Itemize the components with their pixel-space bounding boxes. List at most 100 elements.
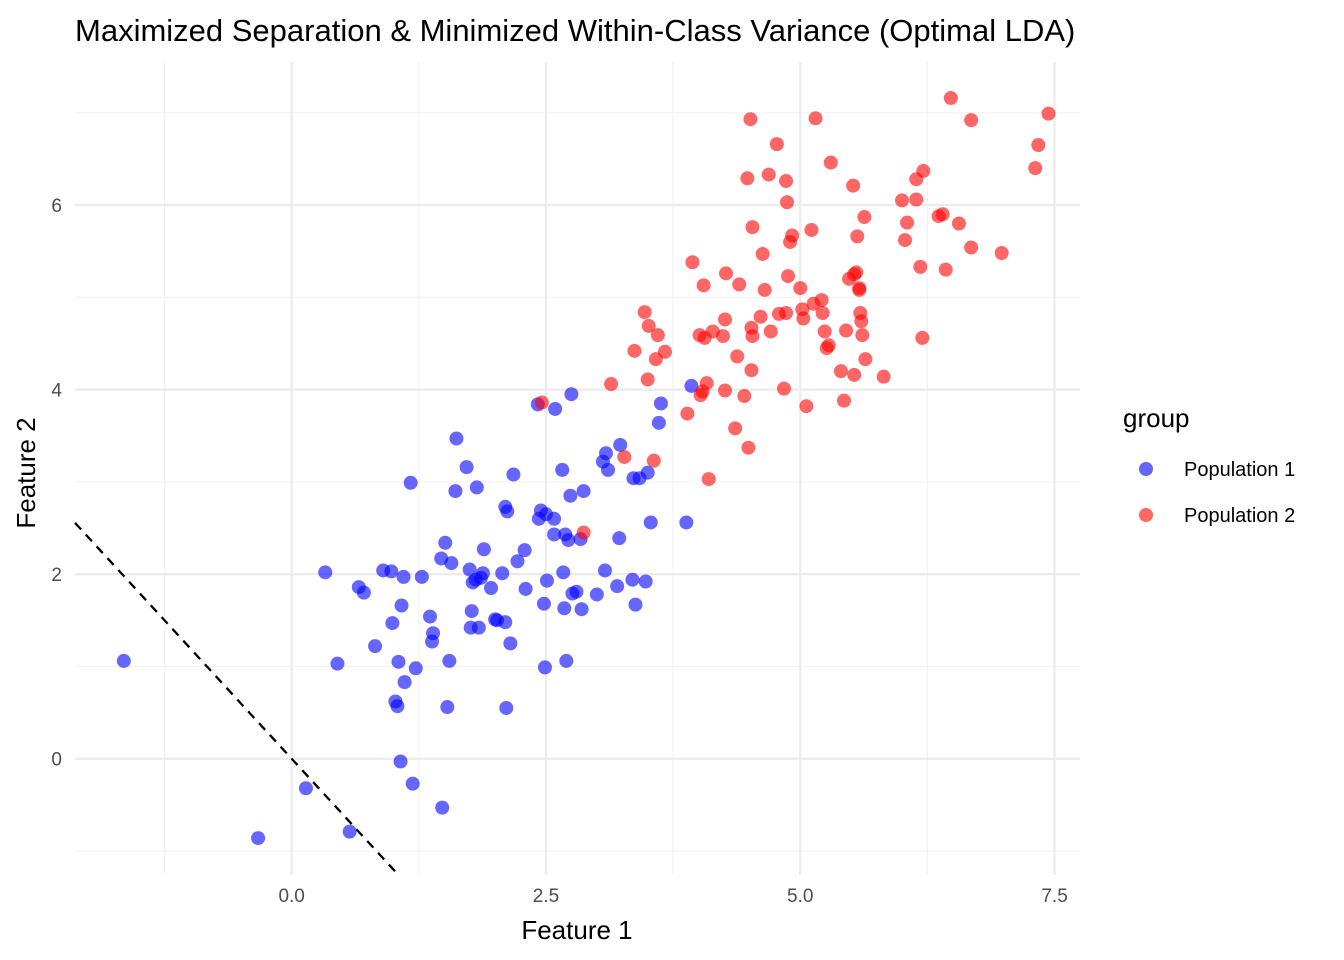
data-point — [779, 174, 794, 189]
data-point — [564, 387, 579, 402]
data-point — [448, 484, 463, 499]
data-point — [743, 112, 758, 127]
data-point — [555, 462, 570, 477]
data-point — [701, 472, 716, 487]
y-axis-ticks: 0 2 4 6 — [51, 196, 62, 771]
data-point — [815, 306, 830, 321]
series-population-2 — [534, 90, 1056, 540]
data-point — [717, 312, 732, 327]
data-point — [741, 440, 756, 455]
data-point — [384, 564, 399, 579]
data-point — [964, 240, 979, 255]
decision-boundary-line — [74, 522, 400, 876]
data-point — [943, 90, 958, 105]
data-point — [839, 323, 854, 338]
plot-panel — [74, 62, 1080, 876]
data-point — [817, 324, 832, 339]
data-point — [576, 484, 591, 499]
data-point — [548, 401, 563, 416]
y-axis-label: Feature 2 — [11, 417, 41, 528]
data-point — [685, 255, 700, 270]
data-point — [730, 349, 745, 364]
data-point — [356, 585, 371, 600]
legend-label: Population 1 — [1184, 459, 1295, 481]
data-point — [745, 329, 760, 344]
data-point — [426, 626, 441, 641]
data-point — [393, 754, 408, 769]
data-point — [563, 488, 578, 503]
data-point — [476, 542, 491, 557]
data-point — [506, 467, 521, 482]
data-point — [438, 535, 453, 550]
data-point — [837, 393, 852, 408]
data-point — [821, 338, 836, 353]
data-point — [116, 653, 131, 668]
data-point — [755, 246, 770, 261]
data-point — [598, 446, 613, 461]
data-point — [613, 437, 628, 452]
data-point — [643, 515, 658, 530]
data-point — [597, 563, 612, 578]
x-tick-label: 0.0 — [278, 886, 304, 907]
data-point — [847, 367, 862, 382]
y-tick-label: 4 — [51, 381, 62, 402]
data-point — [651, 415, 666, 430]
data-point — [763, 324, 778, 339]
data-point — [569, 584, 584, 599]
data-point — [440, 700, 455, 715]
legend-marker — [1139, 508, 1153, 522]
data-point — [740, 171, 755, 186]
data-point — [855, 328, 870, 343]
data-point — [852, 282, 867, 297]
y-tick-label: 6 — [51, 196, 62, 217]
data-point — [342, 824, 357, 839]
data-point — [753, 309, 768, 324]
data-point — [414, 569, 429, 584]
data-point — [500, 504, 515, 519]
data-point — [640, 372, 655, 387]
data-point — [435, 800, 450, 815]
data-point — [498, 615, 513, 630]
data-point — [576, 525, 591, 540]
data-point — [557, 601, 572, 616]
data-point — [510, 554, 525, 569]
data-point — [444, 556, 459, 571]
data-point — [653, 396, 668, 411]
data-point — [1041, 106, 1056, 121]
data-point — [251, 831, 266, 846]
data-point — [625, 572, 640, 587]
data-point — [900, 215, 915, 230]
data-point — [547, 527, 562, 542]
data-point — [915, 330, 930, 345]
data-point — [499, 700, 514, 715]
data-point — [394, 598, 409, 613]
data-point — [680, 406, 695, 421]
data-point — [610, 579, 625, 594]
data-point — [330, 656, 345, 671]
data-point — [699, 376, 714, 391]
data-point — [449, 431, 464, 446]
data-point — [785, 228, 800, 243]
data-point — [796, 311, 811, 326]
data-point — [781, 269, 796, 284]
data-point — [534, 395, 549, 410]
data-point — [318, 565, 333, 580]
x-axis-ticks: 0.0 2.5 5.0 7.5 — [278, 886, 1067, 907]
data-point — [471, 620, 486, 635]
data-point — [909, 192, 924, 207]
data-point — [916, 163, 931, 178]
data-point — [728, 421, 743, 436]
data-point — [368, 639, 383, 654]
data-point — [627, 343, 642, 358]
data-point — [391, 654, 406, 669]
data-point — [657, 344, 672, 359]
data-point — [604, 377, 619, 392]
data-point — [574, 602, 589, 617]
data-point — [298, 781, 313, 796]
data-point — [459, 460, 474, 475]
x-tick-label: 7.5 — [1041, 886, 1067, 907]
data-point — [679, 515, 694, 530]
data-point — [403, 475, 418, 490]
y-tick-label: 2 — [51, 565, 62, 586]
